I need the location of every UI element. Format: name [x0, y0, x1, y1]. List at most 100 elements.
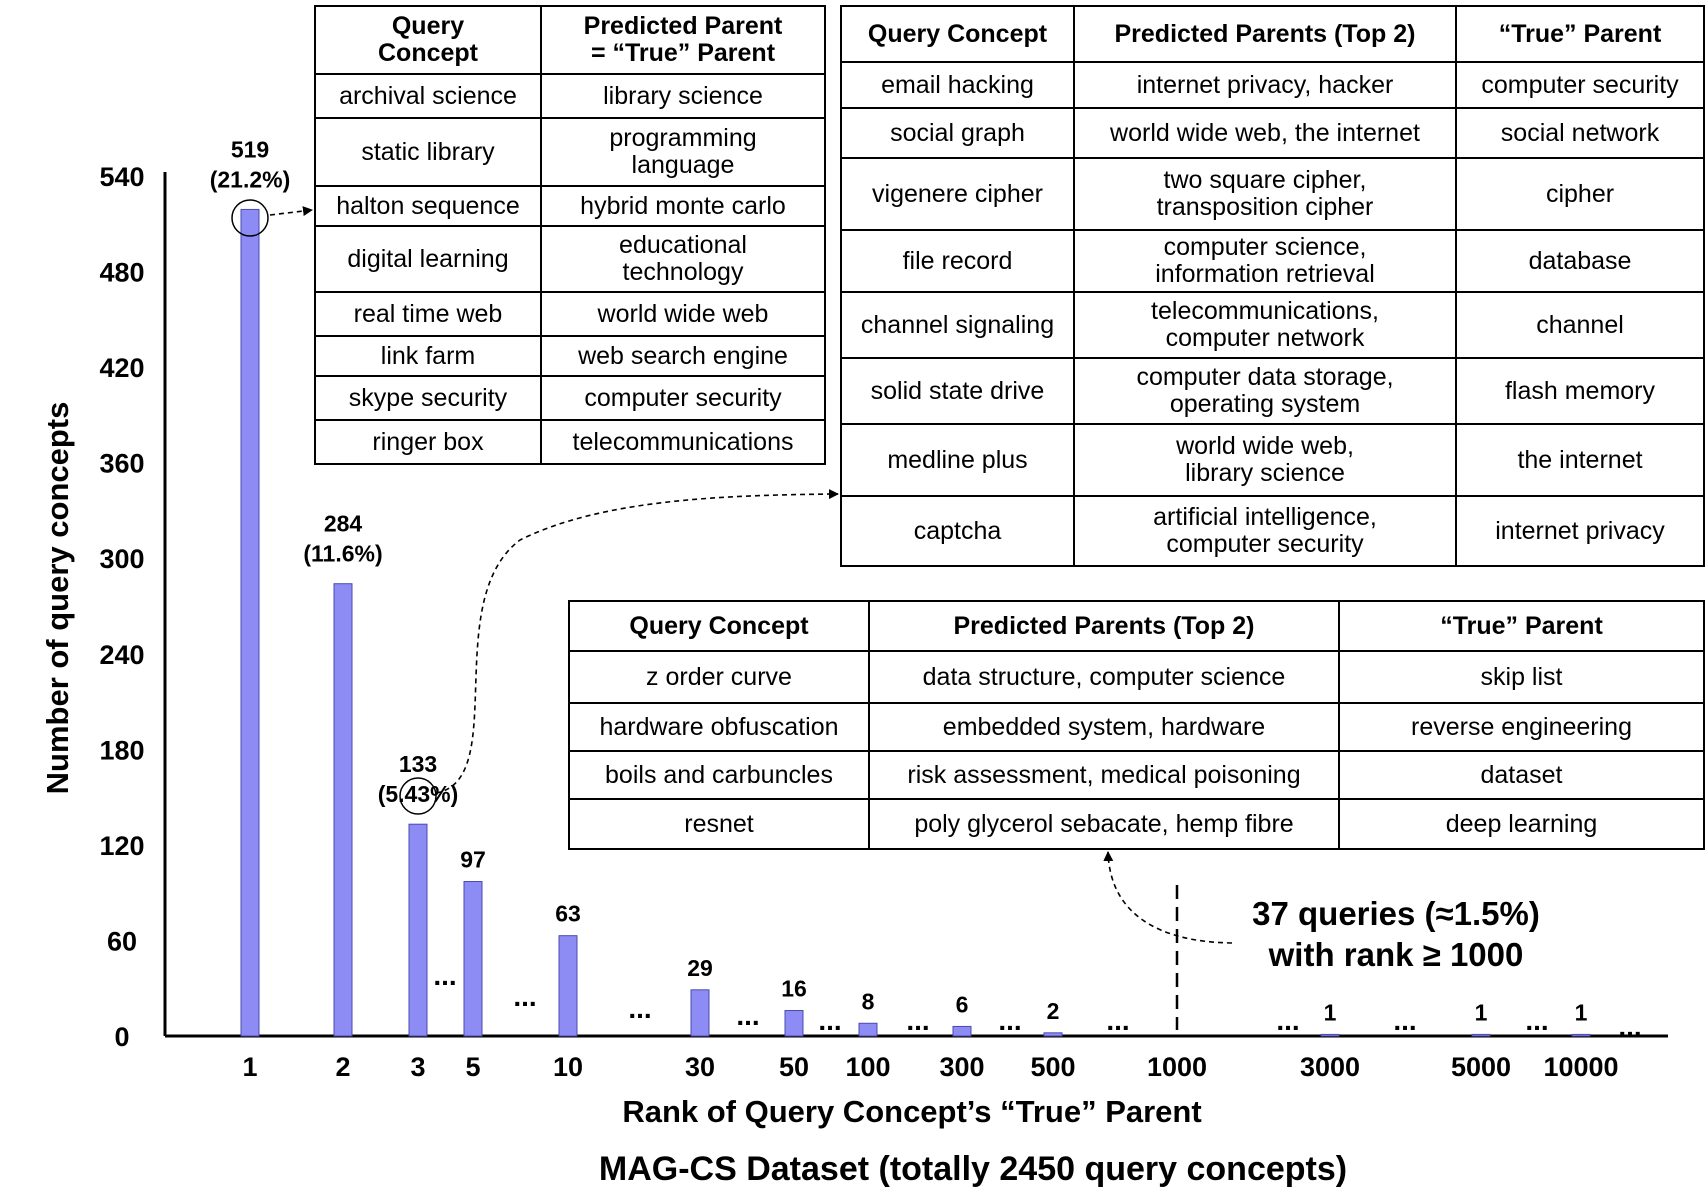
- table-header-cell: “True” Parent: [1455, 5, 1705, 63]
- connector-rank3-to-table: [435, 489, 839, 794]
- table-cell: risk assessment, medical poisoning: [868, 750, 1340, 800]
- x-tick-label: 2: [335, 1052, 350, 1082]
- table-cell: computer security: [540, 375, 826, 421]
- ellipsis-marker: ...: [1276, 1005, 1299, 1036]
- ellipsis-marker: ...: [736, 1000, 759, 1031]
- bar-value-label: 2: [1047, 998, 1060, 1024]
- x-tick-label: 30: [685, 1052, 715, 1082]
- bar-rank-10000: [1571, 1033, 1591, 1037]
- bar-value-label: 519: [231, 136, 269, 162]
- y-tick-label: 180: [99, 735, 144, 765]
- axes: 0 60 120 180 240 300 360 420 480 540 1 2 3 5 10 30 50 100…: [40, 162, 1668, 1188]
- ellipsis-marker: ...: [1525, 1005, 1548, 1036]
- y-tick-label: 240: [99, 640, 144, 670]
- table-cell: programming language: [540, 117, 826, 187]
- y-tick-label: 120: [99, 831, 144, 861]
- table-header-row: Query Concept Predicted Parent = “True” Par…: [314, 5, 826, 75]
- highlight-circle-rank1: [231, 199, 269, 237]
- table-row: boils and carbuncles risk assessment, med…: [568, 750, 1705, 800]
- bar-value-label: 1: [1324, 999, 1337, 1025]
- table-cell: computer security: [1455, 61, 1705, 109]
- y-axis-label: Number of query concepts: [40, 402, 75, 795]
- x-tick-label: 300: [939, 1052, 984, 1082]
- bar-rank-50: [784, 1010, 804, 1037]
- table-row: vigenere cipher two square cipher, transpo…: [840, 157, 1705, 231]
- table-cell: real time web: [314, 291, 542, 337]
- x-tick-label: 5000: [1451, 1052, 1511, 1082]
- table-row: file record computer science, information …: [840, 229, 1705, 293]
- table-cell: the internet: [1455, 423, 1705, 497]
- highlight-circle-rank3: [399, 777, 437, 815]
- bar-rank-10: [558, 935, 578, 1037]
- table-cell: static library: [314, 117, 542, 187]
- bar-value-label: 8: [862, 988, 875, 1014]
- table-header-cell: Query Concept: [840, 5, 1075, 63]
- ellipsis-marker: ...: [1106, 1005, 1129, 1036]
- table-cell: embedded system, hardware: [868, 702, 1340, 752]
- bar-rank-1: [240, 208, 260, 1037]
- table-cell: dataset: [1338, 750, 1705, 800]
- table-cell: data structure, computer science: [868, 650, 1340, 704]
- table-row: link farm web search engine: [314, 335, 826, 377]
- y-tick-label: 60: [107, 926, 137, 956]
- table-cell: ringer box: [314, 419, 542, 465]
- x-tick-label: 1000: [1147, 1052, 1207, 1082]
- table-rank1000-examples: Query Concept Predicted Parents (Top 2) “T…: [568, 600, 1705, 850]
- bar-percent-label: (21.2%): [210, 166, 291, 192]
- table-cell: email hacking: [840, 61, 1075, 109]
- table-header-cell: “True” Parent: [1338, 600, 1705, 652]
- table-cell: z order curve: [568, 650, 870, 704]
- table-header-cell: Query Concept: [314, 5, 542, 75]
- ellipsis-marker: ...: [1393, 1005, 1416, 1036]
- table-row: hardware obfuscation embedded system, har…: [568, 702, 1705, 752]
- table-cell: archival science: [314, 73, 542, 119]
- table-row: solid state drive computer data storage, o…: [840, 357, 1705, 425]
- table-cell: skype security: [314, 375, 542, 421]
- x-tick-label: 10: [553, 1052, 583, 1082]
- table-cell: solid state drive: [840, 357, 1075, 425]
- table-cell: medline plus: [840, 423, 1075, 497]
- bar-value-label: 6: [956, 991, 969, 1017]
- bar-rank-100: [858, 1022, 878, 1037]
- table-cell: link farm: [314, 335, 542, 377]
- bar-value-label: 1: [1475, 999, 1488, 1025]
- table-cell: world wide web, library science: [1073, 423, 1457, 497]
- table-row: archival science library science: [314, 73, 826, 119]
- table-cell: computer science, information retrieval: [1073, 229, 1457, 293]
- x-tick-label: 3000: [1300, 1052, 1360, 1082]
- table-row: halton sequence hybrid monte carlo: [314, 185, 826, 227]
- table-header-cell: Query Concept: [568, 600, 870, 652]
- table-cell: artificial intelligence, computer securit…: [1073, 495, 1457, 567]
- y-tick-label: 360: [99, 449, 144, 479]
- table-row: skype security computer security: [314, 375, 826, 421]
- y-tick-label: 300: [99, 544, 144, 574]
- bar-rank-3: [408, 823, 428, 1037]
- ellipsis-marker: ...: [513, 981, 536, 1012]
- table-cell: cipher: [1455, 157, 1705, 231]
- table-cell: telecommunications, computer network: [1073, 291, 1457, 359]
- table-row: digital learning educational technology: [314, 225, 826, 293]
- table-row: resnet poly glycerol sebacate, hemp fibre…: [568, 798, 1705, 850]
- y-tick-label: 0: [114, 1022, 129, 1052]
- table-row: social graph world wide web, the internet…: [840, 107, 1705, 159]
- table-cell: social network: [1455, 107, 1705, 159]
- table-cell: hardware obfuscation: [568, 702, 870, 752]
- annotations: ................................. ... 37 q…: [231, 199, 1642, 1042]
- x-tick-label: 10000: [1543, 1052, 1618, 1082]
- bar-value-label: 16: [781, 976, 807, 1002]
- bar-value-label: 1: [1575, 999, 1588, 1025]
- bar-percent-label: (11.6%): [303, 541, 382, 567]
- table-cell: telecommunications: [540, 419, 826, 465]
- ellipsis-marker: ...: [906, 1005, 929, 1036]
- bar-value-label: 63: [555, 901, 581, 927]
- table-header-row: Query Concept Predicted Parents (Top 2) “T…: [840, 5, 1705, 63]
- table-header-cell: Predicted Parents (Top 2): [868, 600, 1340, 652]
- x-tick-label: 5: [465, 1052, 480, 1082]
- table-row: z order curve data structure, computer sc…: [568, 650, 1705, 704]
- table-rank1-examples: Query Concept Predicted Parent = “True” Par…: [314, 5, 826, 465]
- bar-rank-500: [1043, 1032, 1063, 1037]
- table-cell: channel signaling: [840, 291, 1075, 359]
- table-row: channel signaling telecommunications, comp…: [840, 291, 1705, 359]
- annotation-line2: with rank ≥ 1000: [1268, 936, 1524, 973]
